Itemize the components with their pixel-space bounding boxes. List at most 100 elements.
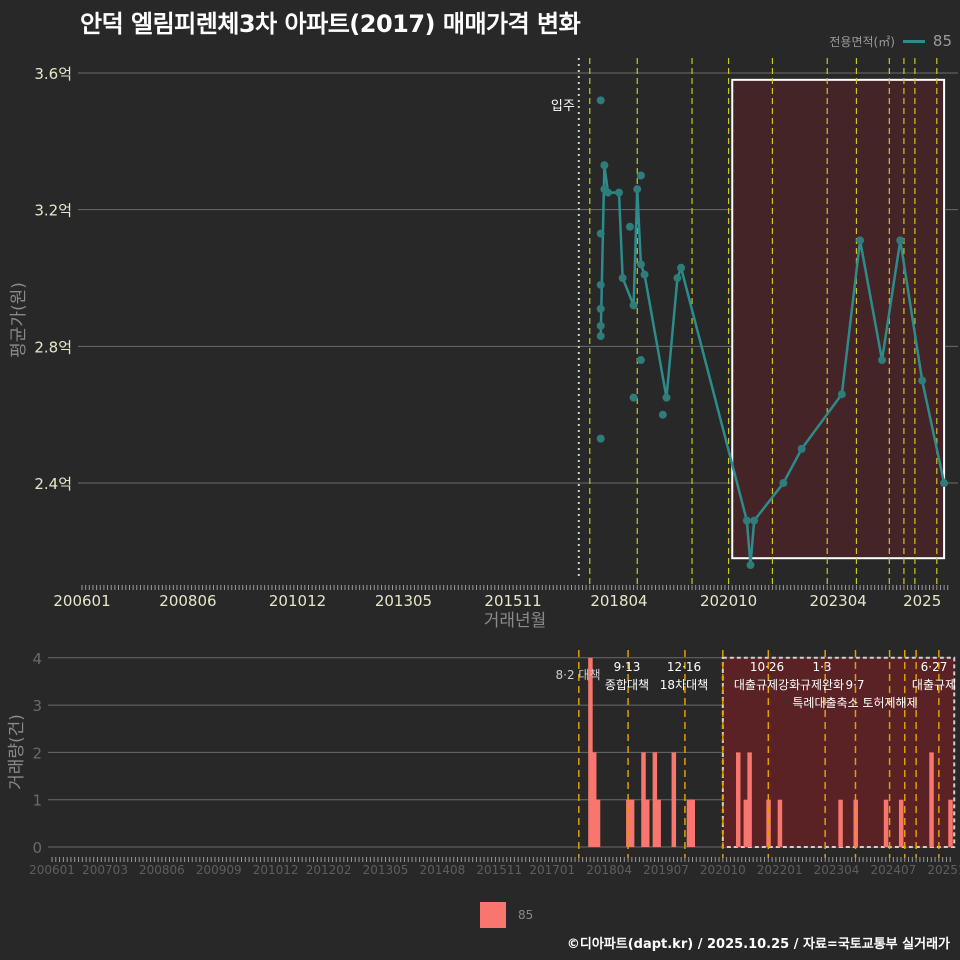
policy-date: 6·27 (921, 660, 948, 674)
data-point (918, 377, 926, 385)
data-point (637, 172, 645, 180)
data-point (597, 281, 605, 289)
volume-bar (691, 800, 696, 847)
x-tick-label: 201305 (363, 863, 409, 877)
data-point (633, 185, 641, 193)
x-tick-label: 200806 (159, 592, 216, 610)
x-tick-label: 200909 (196, 863, 242, 877)
policy-label: 종합대책 (605, 677, 649, 692)
data-point (779, 479, 787, 487)
x-tick-label: 201012 (269, 592, 326, 610)
data-point (597, 96, 605, 104)
volume-bar (736, 752, 741, 847)
footer-credit: ©디아파트(dapt.kr) / 2025.10.25 / 자료=국토교통부 실… (567, 933, 950, 952)
y-tick-label: 2.8억 (34, 338, 72, 356)
x-tick-label: 202201 (757, 863, 803, 877)
x-tick-label: 202510 (927, 863, 960, 877)
legend-swatch-icon (480, 902, 506, 928)
data-point (746, 561, 754, 569)
data-point (838, 390, 846, 398)
x-tick-label: 202010 (700, 592, 757, 610)
x-tick-label: 201511 (476, 863, 522, 877)
volume-bar (778, 800, 783, 847)
chart-canvas: 2.4억2.8억3.2억3.6억입주2006012008062010122013… (0, 0, 960, 960)
policy-label: 18차대책 (660, 677, 708, 692)
x-tick-label: 201305 (375, 592, 432, 610)
volume-bar (656, 800, 661, 847)
data-point (798, 445, 806, 453)
policy-label: 대출규제 (912, 678, 956, 692)
volume-bar (630, 800, 635, 847)
y-axis-title: 거래량(건) (7, 714, 27, 790)
data-point (659, 411, 667, 419)
volume-bar (645, 800, 650, 847)
data-point (597, 332, 605, 340)
data-point (662, 394, 670, 402)
data-point (673, 274, 681, 282)
data-point (630, 394, 638, 402)
volume-bar (884, 800, 889, 847)
data-point (600, 185, 608, 193)
volume-bar (948, 800, 953, 847)
movein-label: 입주 (551, 99, 575, 114)
data-point (637, 356, 645, 364)
x-tick-label: 200806 (139, 863, 185, 877)
y-tick-label: 0 (32, 839, 42, 857)
data-point (896, 236, 904, 244)
x-tick-label: 201408 (419, 863, 465, 877)
x-tick-label: 200601 (29, 863, 75, 877)
policy-date: 9·7 (845, 678, 864, 692)
y-tick-label: 2 (32, 744, 42, 762)
data-point (856, 236, 864, 244)
data-point (597, 322, 605, 330)
x-tick-label: 2025 (903, 592, 941, 610)
policy-label: 대출규제강화 (734, 678, 800, 692)
x-tick-label: 201012 (253, 863, 299, 877)
policy-date: 9·13 (614, 660, 641, 674)
y-tick-label: 3.6억 (34, 65, 72, 83)
data-point (750, 517, 758, 525)
x-tick-label: 201907 (643, 863, 689, 877)
data-point (878, 356, 886, 364)
policy-annotation: 8·2 대책 (556, 667, 601, 682)
data-point (630, 301, 638, 309)
data-point (619, 274, 627, 282)
y-tick-label: 1 (32, 792, 42, 810)
data-point (637, 260, 645, 268)
x-tick-label: 202407 (870, 863, 916, 877)
volume-bar (899, 800, 904, 847)
x-tick-label: 200601 (53, 592, 110, 610)
x-tick-label: 201804 (590, 592, 647, 610)
data-point (677, 264, 685, 272)
data-point (626, 223, 634, 231)
policy-date: 10·26 (750, 660, 784, 674)
data-point (940, 479, 948, 487)
volume-bar (929, 752, 934, 847)
volume-bar (747, 752, 752, 847)
data-point (597, 230, 605, 238)
x-tick-label: 202010 (700, 863, 746, 877)
legend-bottom-value: 85 (518, 908, 533, 922)
data-point (597, 305, 605, 313)
policy-date: 12·16 (667, 660, 701, 674)
y-tick-label: 3.2억 (34, 202, 72, 220)
data-point (641, 271, 649, 279)
policy-label: 규제완화 (800, 678, 844, 692)
volume-bar (672, 752, 677, 847)
data-point (743, 517, 751, 525)
x-tick-label: 200703 (82, 863, 128, 877)
policy-label: 특례대출축소 토허제해제 (792, 696, 917, 710)
y-axis-title: 평균가(원) (9, 282, 29, 358)
data-point (597, 435, 605, 443)
data-point (615, 189, 623, 197)
x-tick-label: 201202 (306, 863, 352, 877)
x-tick-label: 201804 (586, 863, 632, 877)
y-tick-label: 2.4억 (34, 475, 72, 493)
y-tick-label: 4 (32, 650, 42, 668)
x-tick-label: 201511 (484, 592, 541, 610)
y-tick-label: 3 (32, 697, 42, 715)
legend-bottom: 85 (480, 902, 533, 928)
x-tick-label: 202304 (810, 592, 867, 610)
volume-bar (596, 800, 601, 847)
policy-date: 1·3 (812, 660, 831, 674)
